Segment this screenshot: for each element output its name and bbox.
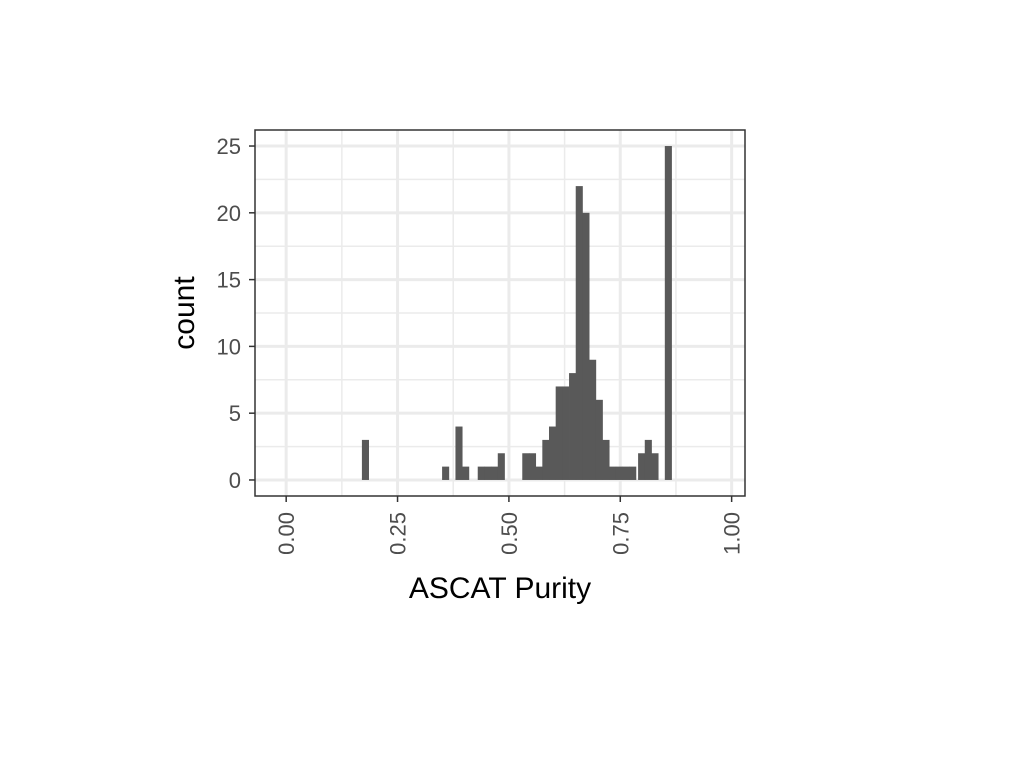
histogram-bar (615, 466, 623, 480)
x-tick-label: 0.25 (386, 512, 411, 555)
y-tick-label: 0 (229, 468, 241, 493)
histogram-bar (455, 426, 463, 480)
histogram-bar (477, 466, 485, 480)
y-tick-label: 10 (217, 334, 241, 359)
histogram-bar (484, 466, 492, 480)
histogram-bar (535, 466, 543, 480)
histogram-bar (664, 146, 672, 480)
histogram-bar (575, 186, 583, 480)
y-tick-label: 5 (229, 401, 241, 426)
histogram-bar (651, 453, 659, 480)
grid-lines (255, 130, 745, 496)
x-tick-label: 1.00 (720, 512, 745, 555)
histogram-bar (602, 439, 610, 480)
histogram-bar (528, 453, 537, 480)
histogram-bars (361, 146, 672, 480)
histogram-bar (542, 439, 550, 480)
histogram-bar (555, 386, 563, 480)
histogram-bar (462, 466, 470, 480)
histogram-bar (491, 466, 499, 480)
x-tick-label: 0.00 (274, 512, 299, 555)
y-tick-label: 25 (217, 134, 241, 159)
histogram-bar (582, 212, 590, 480)
histogram-bar (589, 359, 597, 480)
histogram-bar (622, 466, 630, 480)
y-tick-label: 15 (217, 268, 241, 293)
x-tick-label: 0.50 (497, 512, 522, 555)
histogram-bar (549, 426, 557, 480)
histogram-bar (629, 466, 637, 480)
histogram-bar (522, 453, 530, 480)
x-tick-label: 0.75 (608, 512, 633, 555)
x-axis-title: ASCAT Purity (409, 572, 591, 605)
x-axis-ticks: 0.00 0.25 0.50 0.75 1.00 (274, 496, 745, 555)
histogram-bar (569, 373, 577, 480)
y-axis-ticks: 0 5 10 15 20 25 (217, 134, 255, 493)
histogram-bar (638, 453, 646, 480)
histogram-bar (562, 386, 570, 480)
histogram-bar (361, 439, 369, 480)
y-tick-label: 20 (217, 201, 241, 226)
histogram-bar (497, 453, 505, 480)
histogram-bar (595, 399, 603, 480)
histogram-bar (442, 466, 450, 480)
histogram-bar (609, 466, 617, 480)
y-axis-title: count (168, 276, 201, 350)
panel-border (254, 129, 746, 497)
histogram-bar (644, 439, 652, 480)
